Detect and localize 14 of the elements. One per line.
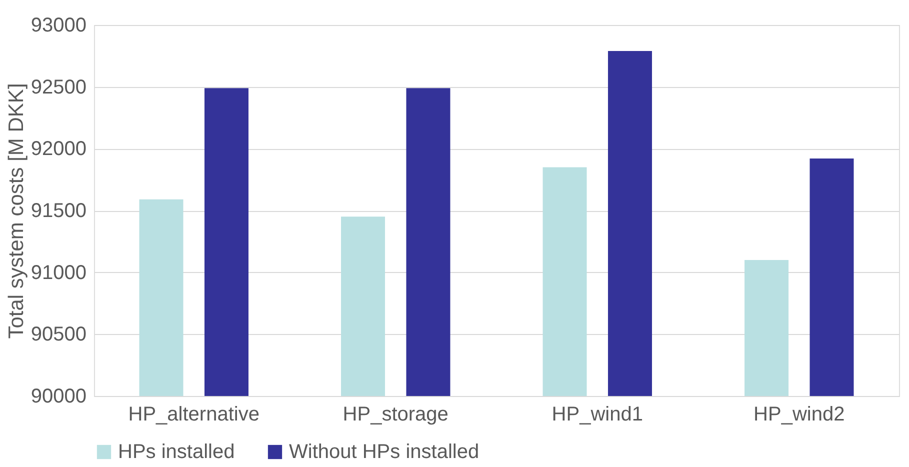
y-tick-label: 91500 [30, 200, 86, 222]
y-tick-label: 92000 [30, 138, 86, 160]
x-tick-label: HP_wind1 [552, 404, 643, 426]
legend-label: Without HPs installed [289, 441, 480, 463]
x-tick-label: HP_wind2 [754, 404, 845, 426]
x-tick-label: HP_storage [342, 404, 448, 426]
y-tick-label: 90500 [30, 324, 86, 346]
y-tick-label: 93000 [30, 14, 86, 36]
y-tick-label: 91000 [30, 262, 86, 284]
y-tick-label: 90000 [30, 386, 86, 408]
legend-label: HPs installed [118, 441, 235, 463]
y-tick-label: 92500 [30, 76, 86, 98]
y-axis-title: Total system costs [M DKK] [4, 83, 28, 339]
x-tick-label: HP_alternative [128, 404, 260, 426]
